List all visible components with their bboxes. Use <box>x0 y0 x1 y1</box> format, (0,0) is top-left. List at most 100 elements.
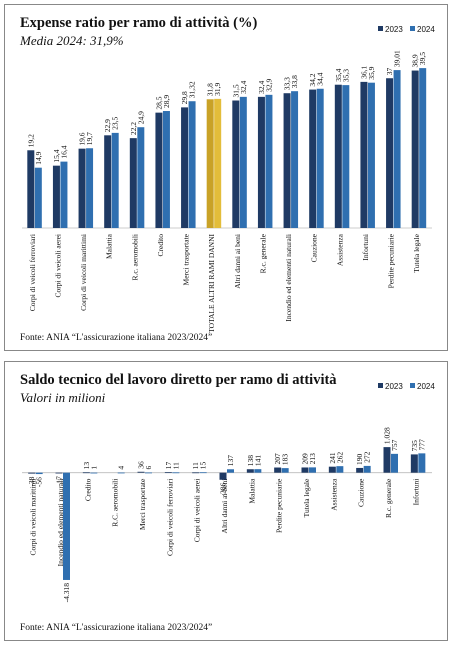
value-label: -56 <box>35 477 44 487</box>
value-label: 31,8 <box>206 83 215 96</box>
value-label: 19,7 <box>85 132 94 145</box>
bar <box>363 465 371 473</box>
x-tick-label: Altri danni ai beni <box>220 479 229 534</box>
bar <box>214 98 222 228</box>
bar <box>82 472 90 474</box>
value-label: 39,01 <box>393 50 402 67</box>
source: Fonte: ANIA “L'assicurazione italiana 20… <box>20 333 212 343</box>
bar <box>104 135 112 228</box>
value-label: 32,4 <box>239 80 248 93</box>
value-label: 31,32 <box>188 81 197 98</box>
x-tick-label: R.C. aeromobili <box>111 479 120 527</box>
x-tick-label: Credito <box>156 234 165 257</box>
legend-label: 2024 <box>417 382 435 391</box>
value-label: 31,5 <box>231 84 240 97</box>
value-label: 38,9 <box>411 54 420 67</box>
bar <box>188 101 196 228</box>
bar <box>181 107 189 228</box>
x-tick-label: Perdite pecuniarie <box>275 478 284 533</box>
x-tick-label: Merci trasportate <box>138 478 147 530</box>
x-tick-label: Infortuni <box>411 479 420 506</box>
legend-swatch <box>378 383 383 388</box>
value-label: 13 <box>82 462 91 470</box>
value-label: 11 <box>191 462 200 469</box>
value-label: 183 <box>281 454 290 466</box>
bar <box>34 167 42 228</box>
bar <box>336 466 344 473</box>
bar <box>316 88 324 228</box>
value-label: 262 <box>335 452 344 464</box>
value-label: 34,4 <box>316 72 325 85</box>
bar <box>367 82 375 228</box>
x-tick-label: Incendio ed elementi naturali <box>284 234 293 322</box>
value-label: 34,2 <box>308 73 317 86</box>
bar <box>418 453 426 473</box>
value-label: 15 <box>199 462 208 470</box>
value-label: 36,1 <box>359 66 368 79</box>
value-label: 35,9 <box>367 66 376 79</box>
value-label: 735 <box>410 440 419 452</box>
bar <box>393 70 401 228</box>
source: Fonte: ANIA “L'assicurazione italiana 20… <box>20 623 212 633</box>
bar <box>63 472 70 580</box>
value-label: 24,9 <box>136 111 145 124</box>
chart-subtitle: Media 2024: 31,9% <box>19 33 124 48</box>
bar <box>60 161 68 228</box>
bar <box>90 472 98 474</box>
legend-label: 2023 <box>385 382 403 391</box>
bar <box>301 467 309 473</box>
value-label: 29,8 <box>180 91 189 104</box>
bar <box>309 467 316 473</box>
bar <box>162 111 170 228</box>
legend-label: 2023 <box>385 25 403 34</box>
bar <box>28 472 36 474</box>
value-label: 190 <box>355 453 364 465</box>
value-label: 33,8 <box>290 75 299 88</box>
value-label: 777 <box>417 439 426 451</box>
bar <box>199 472 207 474</box>
value-label: 137 <box>226 455 235 467</box>
x-tick-label: Corpi di veicoli aerei <box>53 234 62 298</box>
bar <box>111 132 119 228</box>
bar <box>283 93 291 228</box>
bar <box>86 148 94 228</box>
value-label: 39,5 <box>418 52 427 65</box>
bar <box>206 99 214 229</box>
x-tick-label: Cauzione <box>310 233 319 262</box>
value-label: -38 <box>27 476 36 486</box>
bar <box>411 70 419 228</box>
bar <box>192 472 200 474</box>
value-label: 35,4 <box>334 68 343 81</box>
bar <box>257 96 265 228</box>
bar <box>155 112 163 228</box>
chart-title: Expense ratio per ramo di attività (%) <box>20 15 258 31</box>
bar <box>52 165 60 228</box>
value-label: 16,4 <box>59 145 68 158</box>
value-label: 17 <box>164 461 173 469</box>
legend-swatch <box>410 383 415 388</box>
x-tick-label: Tutela legale <box>302 478 311 517</box>
x-tick-label: Infortuni <box>361 234 370 261</box>
value-label: 28,5 <box>154 96 163 109</box>
value-label: 22,9 <box>103 119 112 132</box>
x-tick-label: Cauzione <box>357 478 366 507</box>
bar <box>232 100 240 228</box>
value-label: 241 <box>328 452 337 464</box>
bar <box>145 472 152 474</box>
legend-swatch <box>378 26 383 31</box>
x-tick-label: Corpi di veicoli marittimi <box>29 479 38 556</box>
value-label: 32,9 <box>264 78 273 91</box>
x-tick-label: Corpi di veicoli aerei <box>193 479 202 543</box>
legend-swatch <box>410 26 415 31</box>
bar <box>309 89 317 228</box>
bar <box>342 85 350 228</box>
x-tick-label: Malattia <box>105 233 114 259</box>
bar <box>254 469 262 473</box>
value-label: 272 <box>363 451 372 463</box>
value-label: 11 <box>171 462 180 469</box>
bar <box>35 472 43 475</box>
value-label: 37 <box>385 67 394 75</box>
x-tick-label: Corpi di veicoli ferroviari <box>28 234 37 311</box>
bar <box>265 94 273 228</box>
